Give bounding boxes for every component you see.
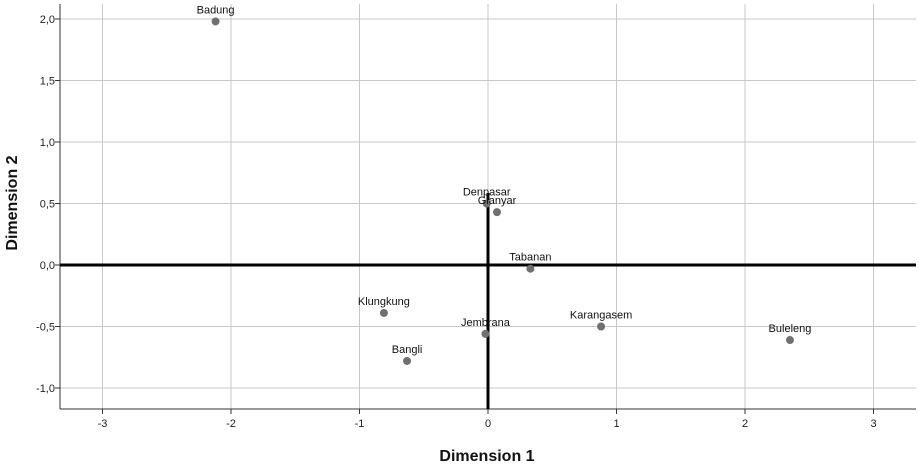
x-tick-label: -2 bbox=[226, 418, 236, 430]
data-point bbox=[492, 208, 501, 217]
x-axis-title: Dimension 1 bbox=[439, 448, 534, 464]
y-tick-label: 0,0 bbox=[40, 260, 55, 272]
tick-labels: -3 -2 -1 0 1 2 3 2,0 1,5 1,0 0,5 0,0 -0,5 -1,0 bbox=[36, 14, 877, 430]
data-point bbox=[597, 322, 606, 331]
data-point bbox=[785, 336, 794, 345]
data-point-label: Buleleng bbox=[769, 323, 812, 335]
data-point-label: Bangli bbox=[392, 344, 423, 356]
data-point-label: Klungkung bbox=[358, 296, 410, 308]
data-point-label: Denpasar bbox=[463, 187, 511, 199]
data-point-label: Tabanan bbox=[509, 252, 551, 264]
x-tick-label: 1 bbox=[613, 418, 619, 430]
data-point-label: Gianyar bbox=[478, 195, 517, 207]
y-tick-label: 1,0 bbox=[40, 137, 55, 149]
data-point bbox=[481, 329, 490, 338]
y-tick-label: 0,5 bbox=[40, 199, 55, 211]
y-tick-label: 2,0 bbox=[40, 14, 55, 26]
data-point-label: Jembrana bbox=[461, 317, 511, 329]
data-point-label: Badung bbox=[197, 4, 235, 16]
x-tick-label: 3 bbox=[870, 418, 876, 430]
y-tick-label: 1,5 bbox=[40, 76, 55, 88]
y-axis-title: Dimension 2 bbox=[4, 155, 21, 250]
data-point bbox=[526, 264, 535, 273]
data-point-label: Karangasem bbox=[570, 310, 632, 322]
x-tick-label: 2 bbox=[742, 418, 748, 430]
data-points bbox=[211, 17, 794, 365]
data-point bbox=[403, 356, 412, 365]
x-tick-label: -1 bbox=[355, 418, 365, 430]
x-tick-label: -3 bbox=[98, 418, 108, 430]
y-tick-label: -1,0 bbox=[36, 383, 55, 395]
data-point bbox=[482, 199, 491, 208]
y-tick-label: -0,5 bbox=[36, 322, 55, 334]
data-point bbox=[379, 308, 388, 317]
data-point bbox=[211, 17, 220, 26]
x-tick-label: 0 bbox=[485, 418, 491, 430]
